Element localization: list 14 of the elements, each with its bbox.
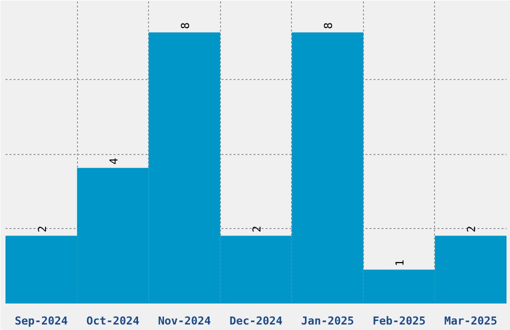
x-tick-label: Sep-2024: [14, 314, 68, 328]
x-tick-label: Jan-2025: [301, 314, 354, 328]
data-label: 1: [394, 260, 407, 266]
x-tick-label: Oct-2024: [86, 314, 140, 328]
x-tick-label: Dec-2024: [230, 314, 283, 328]
data-label: 2: [36, 226, 49, 232]
data-label: 4: [107, 158, 120, 165]
data-label: 2: [250, 226, 264, 232]
data-label: 8: [178, 22, 192, 29]
x-tick-label: Nov-2024: [158, 314, 212, 328]
data-label: 2: [465, 226, 478, 232]
data-label: 8: [322, 22, 336, 29]
x-tick-label: Feb-2025: [372, 314, 426, 328]
x-tick-label: Mar-2025: [444, 314, 498, 328]
